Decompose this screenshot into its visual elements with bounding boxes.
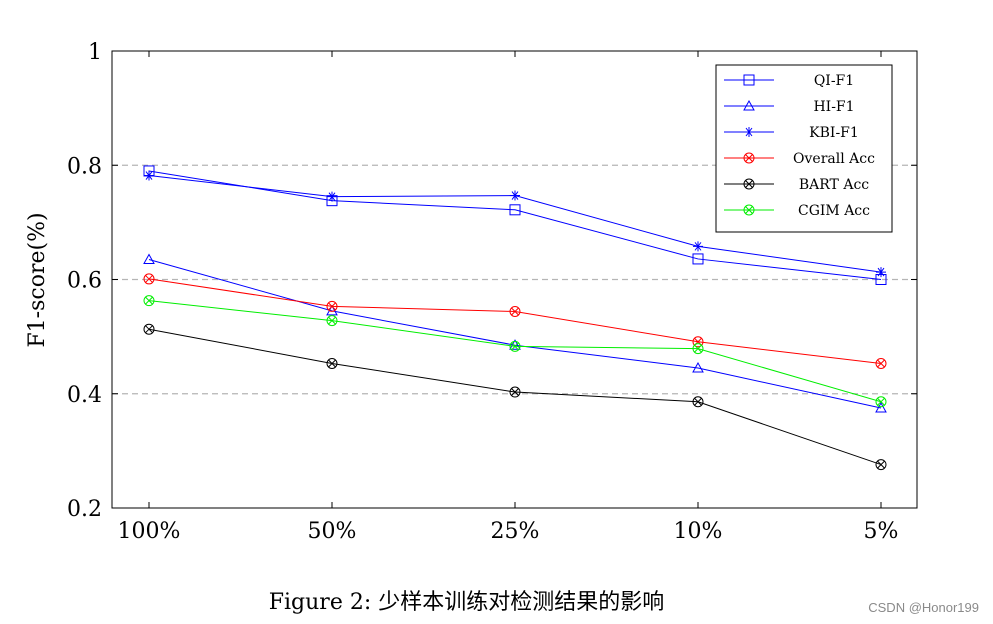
data-point <box>692 362 704 373</box>
legend-label: Overall Acc <box>793 151 875 167</box>
series-hi-f1 <box>143 253 887 413</box>
series-kbi-f1 <box>144 170 886 278</box>
legend-label: CGIM Acc <box>798 203 870 219</box>
legend-item: Overall Acc <box>724 151 875 167</box>
legend-item: QI-F1 <box>724 73 854 89</box>
data-point <box>509 204 521 216</box>
legend-item: HI-F1 <box>724 99 855 115</box>
legend-marker <box>743 74 755 86</box>
legend-box <box>715 64 893 233</box>
data-point <box>510 190 520 201</box>
data-point <box>326 357 338 369</box>
data-point <box>509 339 521 350</box>
data-point <box>509 305 521 317</box>
x-tick-label: 25% <box>491 519 540 544</box>
x-tick-label: 5% <box>864 519 899 544</box>
y-tick-label: 1 <box>88 40 102 65</box>
data-point <box>692 343 704 355</box>
data-point <box>693 241 703 252</box>
x-tick-label: 100% <box>118 519 181 544</box>
legend-marker <box>743 204 755 216</box>
y-tick-label: 0.8 <box>67 154 102 179</box>
data-point <box>143 273 155 285</box>
legend-label: KBI-F1 <box>809 125 859 141</box>
series-line <box>148 278 882 364</box>
data-point <box>875 357 887 369</box>
legend: QI-F1 HI-F1 KBI-F1 Overall Acc BART Acc CGIM … <box>715 64 893 233</box>
series-line <box>148 170 882 280</box>
legend-label: QI-F1 <box>814 73 854 89</box>
y-tick-label: 0.6 <box>67 269 102 294</box>
data-point <box>327 191 337 202</box>
data-point <box>509 340 521 352</box>
y-axis-label: F1-score(%) <box>25 212 50 347</box>
legend-label: BART Acc <box>799 177 869 193</box>
data-point <box>143 323 155 335</box>
legend-label: HI-F1 <box>813 99 854 115</box>
series-cgim-acc <box>143 295 887 408</box>
data-point <box>692 253 704 265</box>
legend-item: CGIM Acc <box>724 203 870 219</box>
data-point <box>875 459 887 471</box>
legend-marker <box>743 99 755 111</box>
data-point <box>144 170 154 181</box>
series-layer <box>143 165 887 471</box>
data-point <box>509 386 521 398</box>
data-point <box>875 396 887 408</box>
data-point <box>143 253 155 265</box>
x-tick-label: 50% <box>308 519 357 544</box>
legend-marker <box>743 152 755 164</box>
data-point <box>876 267 886 278</box>
x-tick-label: 10% <box>674 519 723 544</box>
legend-item: BART Acc <box>724 177 869 193</box>
legend-marker <box>743 178 755 190</box>
watermark: CSDN @Honor199 <box>868 600 979 615</box>
axis-ticks: 0.2 0.4 0.6 0.8 1 100% 50% 25% 10% 5% <box>67 40 917 544</box>
data-point <box>326 315 338 327</box>
data-point <box>143 295 155 307</box>
figure-caption: Figure 2: 少样本训练对检测结果的影响 <box>268 590 665 615</box>
series-line <box>148 259 882 409</box>
data-point <box>692 396 704 408</box>
series-bart-acc <box>143 323 887 471</box>
series-overall-acc <box>143 273 887 369</box>
data-point <box>875 402 887 413</box>
legend-item: KBI-F1 <box>724 125 859 141</box>
data-point <box>326 300 338 312</box>
y-tick-label: 0.4 <box>67 383 102 408</box>
y-tick-label: 0.2 <box>67 497 102 522</box>
legend-marker <box>744 127 754 137</box>
